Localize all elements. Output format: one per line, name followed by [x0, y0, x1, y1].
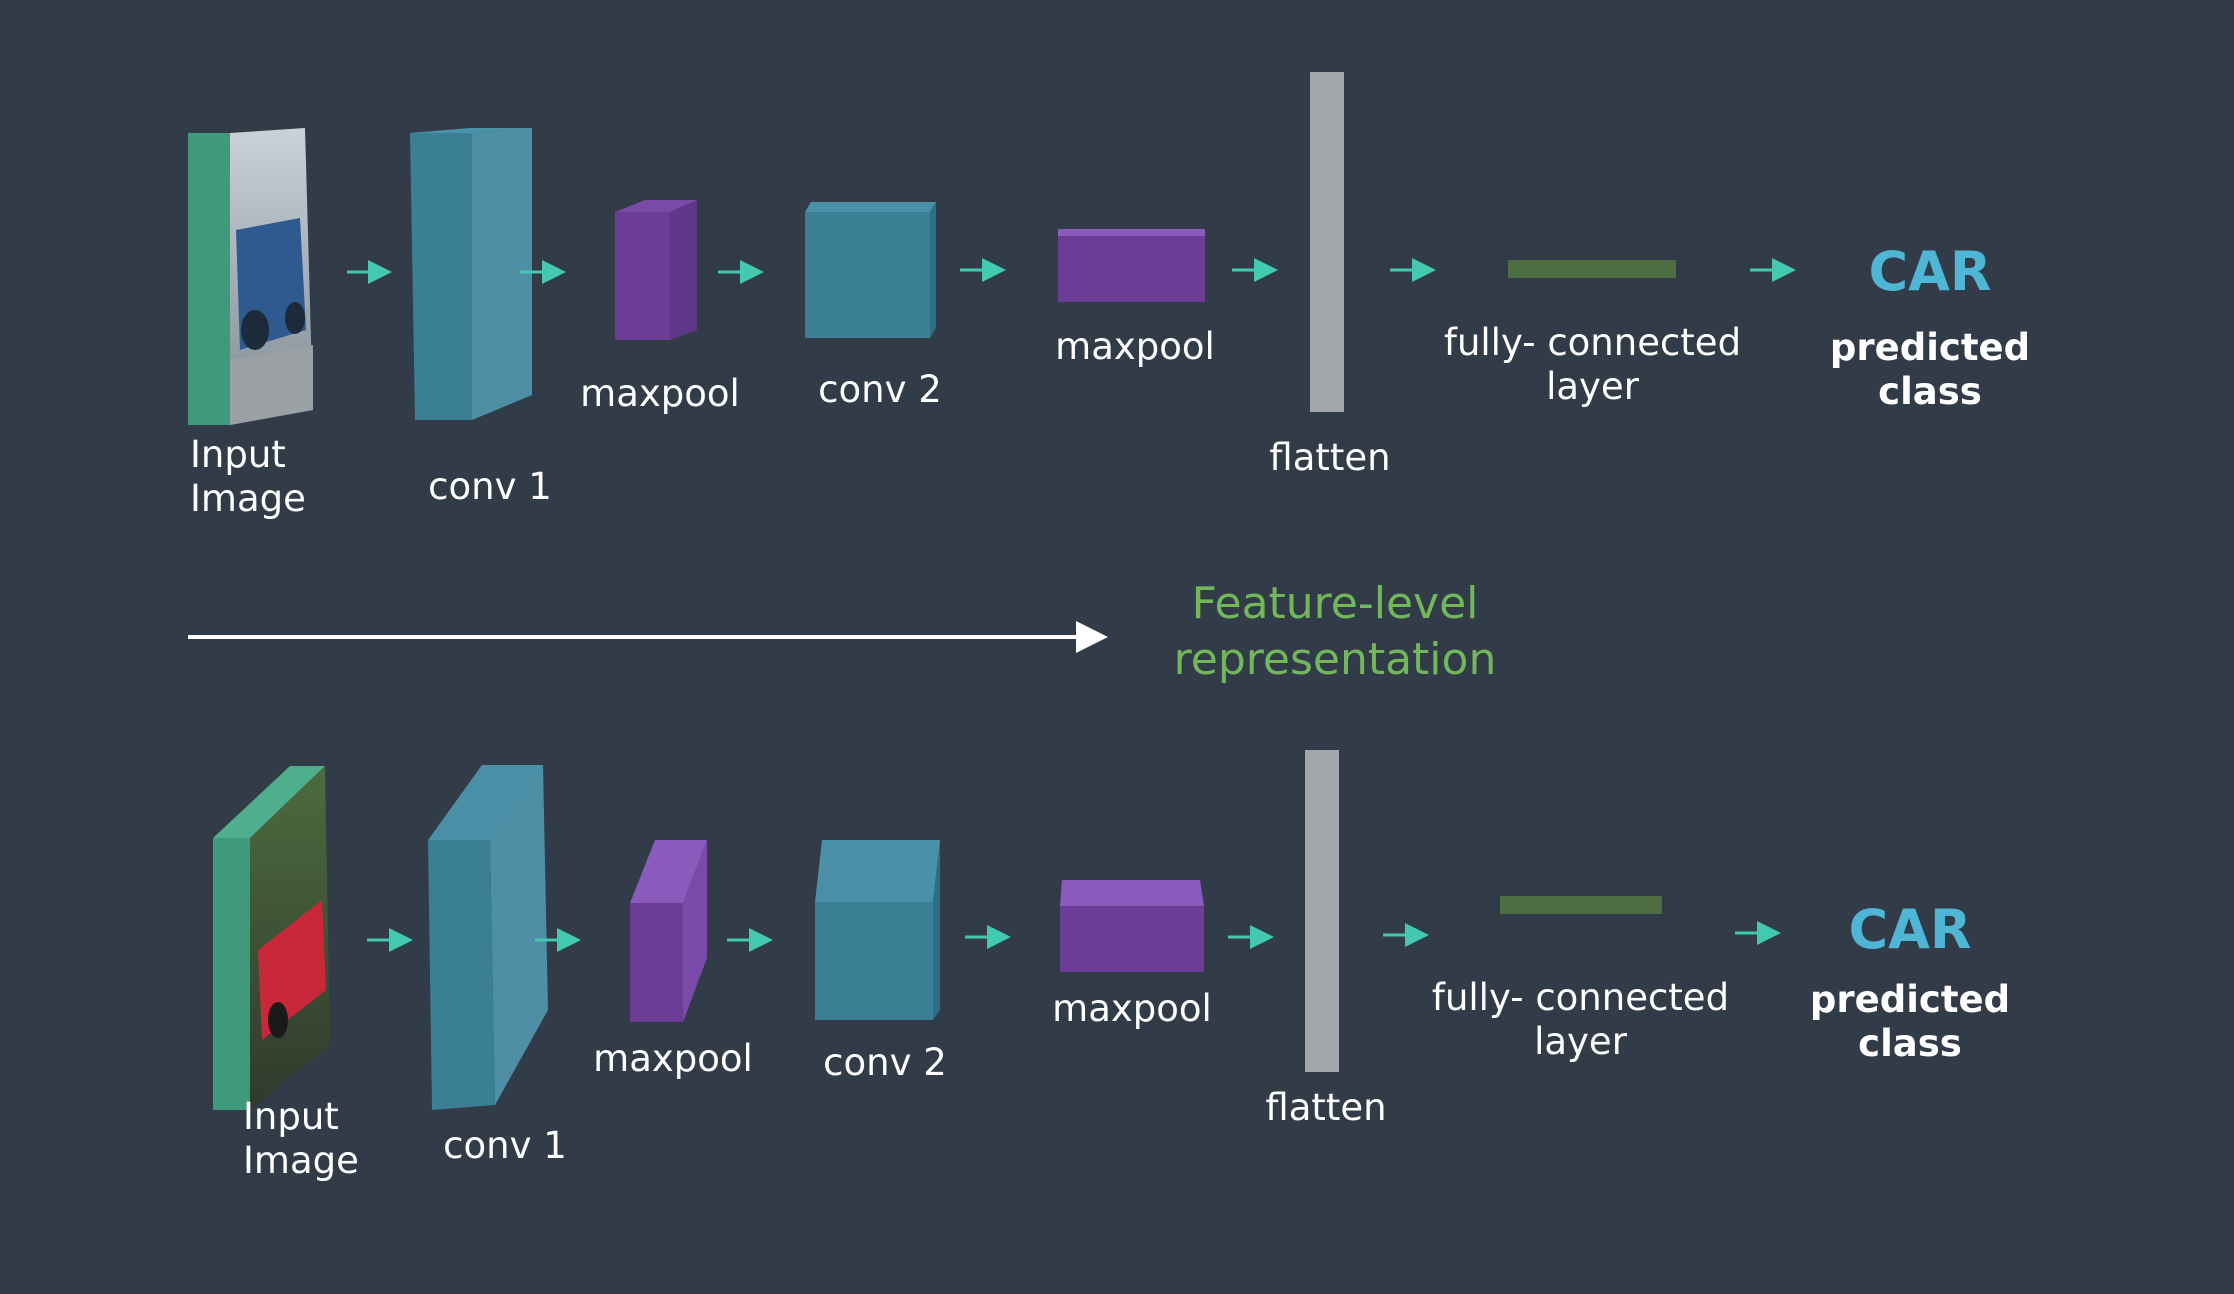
maxpool2-block-bottom [1060, 880, 1204, 972]
maxpool2-block-top [1058, 229, 1205, 302]
label-line: representation [1173, 634, 1497, 685]
conv1-label-bottom: conv 1 [443, 1124, 567, 1167]
predicted-class-label-top: predicted class [1810, 326, 2050, 414]
maxpool2-label-top: maxpool [1055, 325, 1215, 368]
predicted-class-value-bottom: CAR [1848, 898, 1972, 961]
flatten-bar-bottom [1305, 750, 1339, 1072]
arrows-top [347, 258, 1796, 284]
predicted-class-value-top: CAR [1868, 240, 1992, 303]
predicted-class-label-bottom: predicted class [1790, 978, 2030, 1066]
label-line: fully- connected [1431, 976, 1730, 1019]
conv2-label-bottom: conv 2 [823, 1041, 947, 1084]
input-image-label-top: Input Image [190, 433, 350, 521]
label-line: Input [243, 1095, 339, 1138]
input-image-bottom [213, 766, 330, 1110]
arrows-bottom [367, 921, 1781, 952]
conv1-label-top: conv 1 [428, 465, 552, 508]
feature-level-text: Feature-level representation [1150, 576, 1520, 688]
conv2-block-top [805, 202, 936, 338]
label-line: Feature-level [1191, 578, 1479, 629]
label-line: Input [190, 433, 286, 476]
maxpool1-label-top: maxpool [580, 372, 740, 415]
maxpool1-block-top [615, 200, 697, 340]
label-line: layer [1534, 1020, 1627, 1063]
maxpool2-label-bottom: maxpool [1052, 987, 1212, 1030]
input-image-top [188, 128, 313, 425]
label-line: fully- connected [1443, 321, 1742, 364]
flatten-bar-top [1310, 72, 1344, 412]
fc-bar-bottom [1500, 896, 1662, 914]
maxpool1-block-bottom [630, 840, 707, 1022]
label-line: class [1858, 1022, 1962, 1065]
conv1-block-bottom [428, 765, 548, 1110]
conv2-label-top: conv 2 [818, 368, 942, 411]
input-image-label-bottom: Input Image [243, 1095, 403, 1183]
label-line: Image [190, 477, 306, 520]
flatten-label-bottom: flatten [1265, 1086, 1387, 1129]
label-line: predicted [1809, 978, 2011, 1021]
fc-label-top: fully- connected layer [1420, 321, 1765, 409]
conv2-block-bottom [815, 840, 940, 1020]
conv1-block-top [410, 128, 532, 420]
flatten-label-top: flatten [1269, 436, 1391, 479]
label-line: predicted [1829, 326, 2031, 369]
label-line: class [1878, 370, 1982, 413]
fc-label-bottom: fully- connected layer [1408, 976, 1753, 1064]
label-line: Image [243, 1139, 359, 1182]
maxpool1-label-bottom: maxpool [593, 1037, 753, 1080]
label-line: layer [1546, 365, 1639, 408]
fc-bar-top [1508, 260, 1676, 278]
